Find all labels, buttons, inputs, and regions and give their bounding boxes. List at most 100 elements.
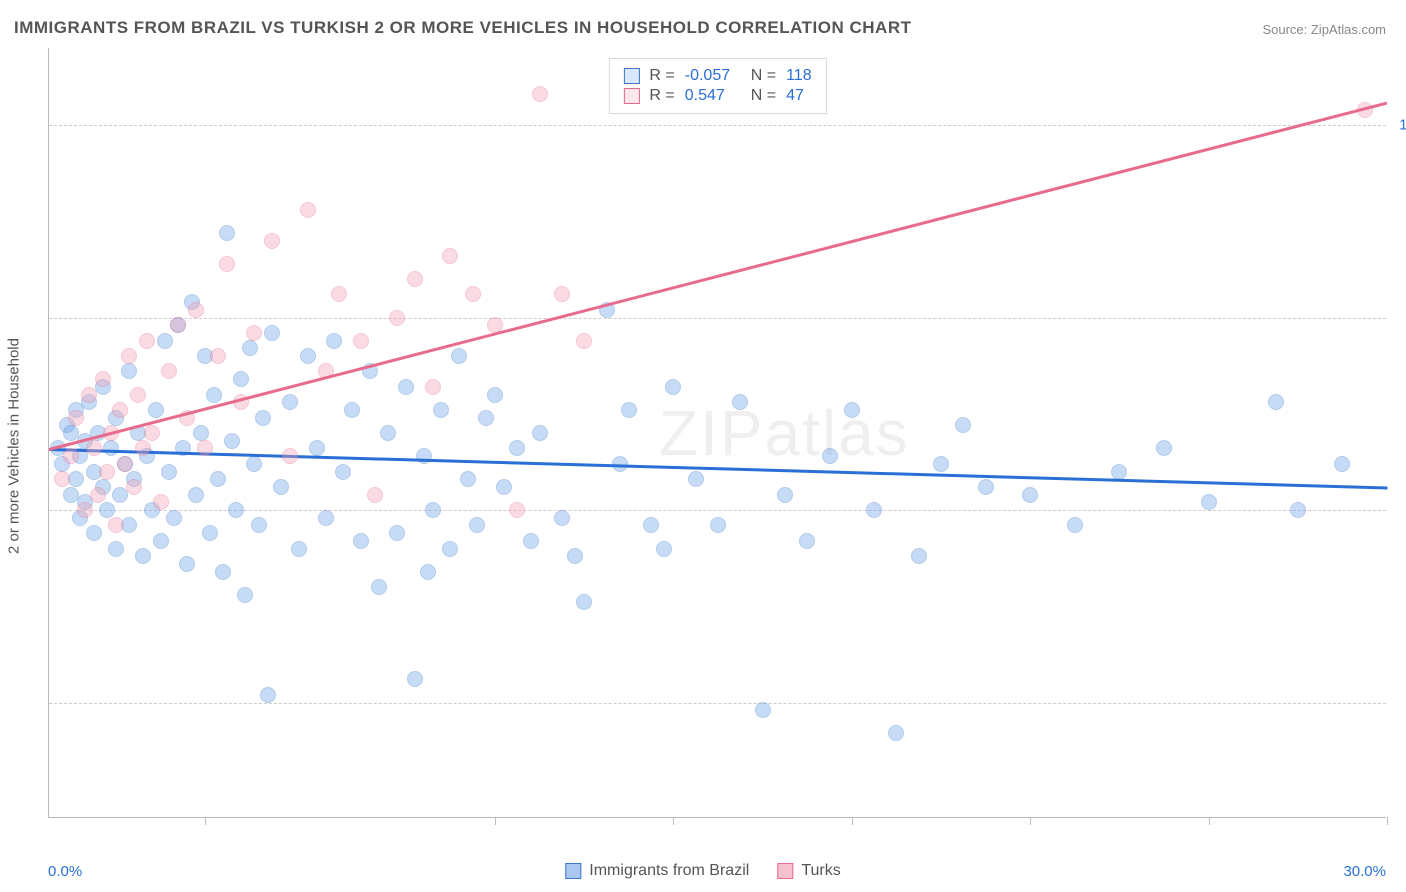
y-axis-label: 2 or more Vehicles in Household	[6, 338, 23, 554]
legend-item: Turks	[777, 862, 840, 880]
scatter-point	[300, 202, 316, 218]
scatter-point	[643, 517, 659, 533]
y-tick-label: 75.0%	[1394, 309, 1406, 326]
scatter-point	[656, 541, 672, 557]
scatter-point	[389, 310, 405, 326]
scatter-point	[389, 525, 405, 541]
scatter-point	[282, 394, 298, 410]
scatter-point	[1290, 502, 1306, 518]
scatter-point	[1111, 464, 1127, 480]
scatter-point	[576, 594, 592, 610]
x-tick	[1209, 817, 1210, 825]
scatter-point	[126, 479, 142, 495]
scatter-point	[188, 487, 204, 503]
scatter-point	[202, 525, 218, 541]
scatter-point	[291, 541, 307, 557]
scatter-point	[99, 464, 115, 480]
scatter-point	[282, 448, 298, 464]
scatter-point	[353, 533, 369, 549]
scatter-point	[157, 333, 173, 349]
scatter-point	[264, 233, 280, 249]
scatter-point	[237, 587, 253, 603]
source-credit: Source: ZipAtlas.com	[1262, 22, 1386, 37]
stat-r-label: R =	[649, 67, 674, 85]
legend-label: Immigrants from Brazil	[589, 862, 749, 880]
scatter-point	[532, 425, 548, 441]
legend-swatch	[623, 68, 639, 84]
legend-swatch	[565, 863, 581, 879]
scatter-point	[335, 464, 351, 480]
scatter-point	[179, 556, 195, 572]
scatter-point	[665, 379, 681, 395]
stats-row: R =0.547N =47	[623, 87, 811, 105]
scatter-point	[576, 333, 592, 349]
x-tick	[205, 817, 206, 825]
scatter-point	[451, 348, 467, 364]
scatter-point	[166, 510, 182, 526]
scatter-point	[1022, 487, 1038, 503]
scatter-point	[63, 448, 79, 464]
scatter-point	[367, 487, 383, 503]
scatter-point	[509, 502, 525, 518]
stats-row: R =-0.057N =118	[623, 67, 811, 85]
stat-n-value: 118	[786, 67, 812, 85]
scatter-point	[1334, 456, 1350, 472]
stat-r-value: 0.547	[685, 87, 741, 105]
scatter-point	[318, 510, 334, 526]
stat-r-label: R =	[649, 87, 674, 105]
scatter-point	[433, 402, 449, 418]
scatter-point	[188, 302, 204, 318]
scatter-point	[554, 286, 570, 302]
scatter-point	[206, 387, 222, 403]
scatter-point	[799, 533, 815, 549]
scatter-point	[103, 440, 119, 456]
scatter-point	[193, 425, 209, 441]
scatter-point	[710, 517, 726, 533]
scatter-point	[344, 402, 360, 418]
scatter-point	[197, 440, 213, 456]
scatter-point	[732, 394, 748, 410]
scatter-point	[224, 433, 240, 449]
bottom-legend: Immigrants from Brazil Turks	[565, 862, 840, 880]
scatter-point	[866, 502, 882, 518]
scatter-point	[68, 410, 84, 426]
scatter-point	[496, 479, 512, 495]
scatter-point	[210, 348, 226, 364]
gridline	[49, 510, 1386, 511]
x-axis-max-label: 30.0%	[1343, 863, 1386, 880]
scatter-point	[777, 487, 793, 503]
scatter-point	[54, 471, 70, 487]
legend-label: Turks	[801, 862, 840, 880]
scatter-point	[170, 317, 186, 333]
scatter-point	[95, 371, 111, 387]
x-tick	[852, 817, 853, 825]
scatter-point	[219, 225, 235, 241]
scatter-point	[380, 425, 396, 441]
scatter-point	[161, 464, 177, 480]
scatter-point	[77, 502, 93, 518]
watermark-text: ZIPatlas	[659, 396, 910, 470]
stat-r-value: -0.057	[685, 67, 741, 85]
scatter-point	[1067, 517, 1083, 533]
scatter-point	[331, 286, 347, 302]
scatter-point	[460, 471, 476, 487]
correlation-stats-box: R =-0.057N =118R =0.547N =47	[608, 58, 826, 114]
scatter-point	[911, 548, 927, 564]
scatter-point	[442, 248, 458, 264]
scatter-point	[933, 456, 949, 472]
scatter-point	[1201, 494, 1217, 510]
scatter-point	[509, 440, 525, 456]
gridline	[49, 318, 1386, 319]
gridline	[49, 125, 1386, 126]
scatter-point	[108, 541, 124, 557]
scatter-point	[425, 502, 441, 518]
scatter-point	[1156, 440, 1172, 456]
scatter-point	[822, 448, 838, 464]
y-tick-label: 50.0%	[1394, 502, 1406, 519]
scatter-point	[532, 86, 548, 102]
scatter-point	[978, 479, 994, 495]
scatter-point	[621, 402, 637, 418]
scatter-point	[260, 687, 276, 703]
scatter-point	[755, 702, 771, 718]
scatter-point	[844, 402, 860, 418]
